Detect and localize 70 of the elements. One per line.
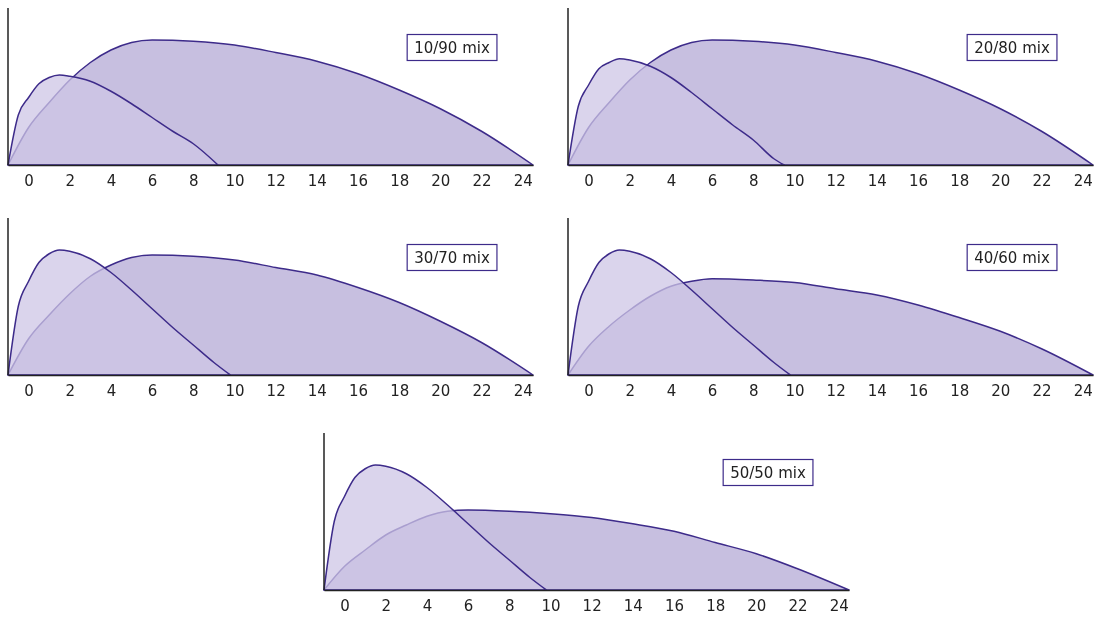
x-tick-label: 4 [666, 381, 677, 400]
x-tick-label: 8 [749, 381, 759, 400]
x-tick-label: 4 [106, 171, 117, 190]
x-tick-label: 6 [147, 171, 158, 190]
annotation: 20/80 mix [974, 38, 1050, 57]
x-tick-label: 20 [747, 596, 767, 615]
x-tick-label: 22 [472, 171, 492, 190]
x-tick-label: 14 [867, 171, 887, 190]
annotation: 50/50 mix [730, 463, 806, 482]
x-tick-label: 20 [991, 171, 1011, 190]
x-tick-label: 0 [584, 171, 594, 190]
x-tick-label: 12 [266, 171, 286, 190]
x-tick-label: 18 [950, 171, 970, 190]
x-tick-label: 4 [666, 171, 677, 190]
x-tick-label: 24 [513, 171, 533, 190]
x-tick-label: 8 [189, 381, 199, 400]
x-tick-label: 24 [1073, 381, 1093, 400]
x-tick-label: 6 [463, 596, 474, 615]
x-tick-label: 24 [1073, 171, 1093, 190]
x-tick-label: 16 [348, 381, 369, 400]
x-tick-label: 0 [24, 171, 34, 190]
x-tick-label: 10 [225, 381, 245, 400]
x-tick-label: 18 [706, 596, 726, 615]
x-tick-label: 0 [340, 596, 350, 615]
x-tick-label: 22 [1032, 171, 1052, 190]
x-tick-label: 16 [908, 381, 929, 400]
x-tick-label: 12 [266, 381, 286, 400]
x-tick-label: 16 [348, 171, 369, 190]
x-tick-label: 20 [991, 381, 1011, 400]
x-tick-label: 18 [950, 381, 970, 400]
x-tick-label: 6 [707, 171, 718, 190]
x-tick-label: 16 [664, 596, 685, 615]
x-tick-label: 4 [422, 596, 433, 615]
x-tick-label: 22 [788, 596, 808, 615]
annotation: 30/70 mix [414, 248, 490, 267]
x-tick-label: 6 [707, 381, 718, 400]
x-tick-label: 22 [1032, 381, 1052, 400]
x-tick-label: 20 [431, 171, 451, 190]
x-tick-label: 12 [826, 171, 846, 190]
x-tick-label: 14 [307, 381, 327, 400]
x-tick-label: 2 [381, 596, 392, 615]
x-tick-label: 10 [541, 596, 561, 615]
annotation: 40/60 mix [974, 248, 1050, 267]
x-tick-label: 0 [24, 381, 34, 400]
x-tick-label: 10 [785, 381, 805, 400]
x-tick-label: 24 [829, 596, 849, 615]
x-tick-label: 12 [826, 381, 846, 400]
x-tick-label: 16 [908, 171, 929, 190]
x-tick-label: 8 [749, 171, 759, 190]
x-tick-label: 14 [867, 381, 887, 400]
x-tick-label: 0 [584, 381, 594, 400]
x-tick-label: 24 [513, 381, 533, 400]
x-tick-label: 22 [472, 381, 492, 400]
x-tick-label: 2 [625, 381, 636, 400]
x-tick-label: 2 [65, 171, 76, 190]
annotation: 10/90 mix [414, 38, 490, 57]
x-tick-label: 4 [106, 381, 117, 400]
x-tick-label: 14 [307, 171, 327, 190]
x-tick-label: 14 [623, 596, 643, 615]
x-tick-label: 2 [65, 381, 76, 400]
x-tick-label: 18 [390, 381, 410, 400]
x-tick-label: 6 [147, 381, 158, 400]
x-tick-label: 10 [785, 171, 805, 190]
x-tick-label: 10 [225, 171, 245, 190]
x-tick-label: 8 [505, 596, 515, 615]
x-tick-label: 8 [189, 171, 199, 190]
x-tick-label: 2 [625, 171, 636, 190]
x-tick-label: 18 [390, 171, 410, 190]
x-tick-label: 12 [582, 596, 602, 615]
x-tick-label: 20 [431, 381, 451, 400]
